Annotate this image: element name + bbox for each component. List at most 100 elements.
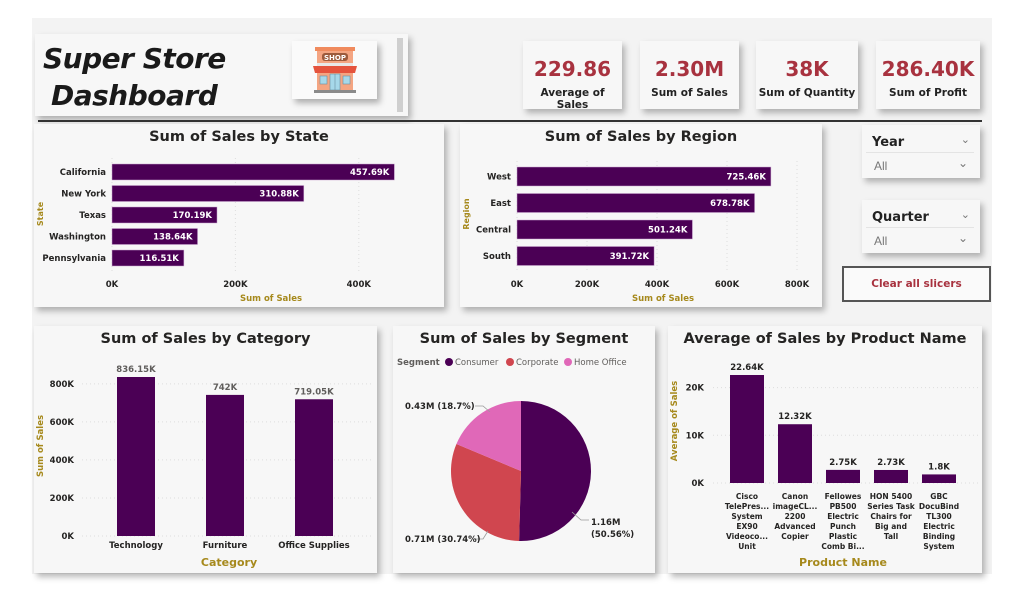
kpi-label: Sum of Sales <box>651 87 728 99</box>
chevron-down-icon[interactable]: ⌄ <box>960 209 970 221</box>
kpi-average-sales: 229.86 Average of Sales <box>523 41 622 111</box>
category-label: Videoco... <box>726 532 768 541</box>
bar <box>730 375 764 483</box>
legend-title: Segment <box>397 358 440 368</box>
y-tick-label: 600K <box>50 418 75 428</box>
category-label: Unit <box>738 542 756 551</box>
category-label: Electric <box>923 522 955 531</box>
legend-label: Corporate <box>516 358 559 368</box>
category-bar-chart: 0K 200K 400K 600K 800K 836.15K Technology 742K F… <box>36 365 374 569</box>
category-label: Technology <box>109 541 163 551</box>
category-label: TelePres... <box>725 502 769 511</box>
slicer-title: Quarter <box>872 210 929 225</box>
title-scrollbar[interactable] <box>397 38 403 112</box>
chart-title: Sum of Sales by State <box>149 129 329 145</box>
category-label: South <box>483 252 511 262</box>
legend-marker <box>506 358 514 366</box>
data-label: 678.78K <box>710 199 750 209</box>
data-label: 725.46K <box>727 173 767 183</box>
category-label: East <box>490 199 511 209</box>
bar <box>206 394 244 536</box>
chart-title: Average of Sales by Product Name <box>683 331 967 347</box>
x-axis-title: Sum of Sales <box>240 294 302 304</box>
bar <box>516 246 655 266</box>
category-label: DocuBind <box>919 502 959 511</box>
chevron-down-icon[interactable]: ⌄ <box>960 134 970 146</box>
data-label: 12.32K <box>778 412 812 422</box>
chart-title: Sum of Sales by Region <box>544 129 738 145</box>
y-axis-title: Region <box>462 198 471 230</box>
category-label: Washington <box>49 233 106 243</box>
slicer-value: All <box>874 159 888 173</box>
y-tick-label: 200K <box>50 494 75 504</box>
category-label: West <box>487 173 511 183</box>
kpi-label: Sum of Profit <box>889 87 967 99</box>
x-axis-title: Product Name <box>799 556 887 569</box>
slicer-year[interactable]: Year ⌄ All ⌄ <box>862 125 980 178</box>
kpi-value: 38K <box>785 57 829 81</box>
data-label: 836.15K <box>116 365 156 375</box>
category-label: System <box>731 512 762 521</box>
bar <box>778 424 812 483</box>
category-label: Plastic <box>829 532 857 541</box>
category-label: TL300 <box>926 512 952 521</box>
x-axis-title: Sum of Sales <box>632 294 694 304</box>
clear-all-slicers-button[interactable]: Clear all slicers <box>842 266 991 302</box>
category-label: California <box>60 168 106 178</box>
x-tick-label: 0K <box>106 280 119 290</box>
legend-label: Home Office <box>574 358 627 368</box>
title-line-1: Super Store <box>43 42 226 75</box>
pie-slice <box>451 443 521 541</box>
kpi-label: Sum of Quantity <box>758 87 856 99</box>
title-line-2: Dashboard <box>51 79 218 112</box>
category-label: Office Supplies <box>278 541 349 551</box>
leader-line <box>475 405 491 413</box>
category-label: Big and <box>875 522 907 531</box>
category-label: Pennsylvania <box>42 254 106 264</box>
data-label: 2.73K <box>877 458 905 468</box>
category-label: Texas <box>79 211 106 221</box>
category-label: Punch <box>830 522 856 531</box>
bar <box>826 469 860 483</box>
category-label: Comb Bi... <box>821 542 864 551</box>
category-label: Chairs for <box>870 512 912 521</box>
product-bar-chart: 0K10K20K22.64KCiscoTelePres...SystemEX90… <box>670 363 978 569</box>
data-label: 742K <box>213 383 238 393</box>
data-label: 0.71M (30.74%) <box>405 535 481 545</box>
chevron-down-icon[interactable]: ⌄ <box>957 231 968 245</box>
bar <box>516 193 755 213</box>
category-label: New York <box>61 190 106 200</box>
category-label: Tall <box>884 532 898 541</box>
y-tick-label: 0K <box>691 479 704 489</box>
segment-pie-chart: Segment Consumer Corporate Home Office 1.16M… <box>397 358 634 545</box>
x-tick-label: 0K <box>511 280 524 290</box>
chart-sales-by-category: Sum of Sales by Category 0K 200K 400K 600K 8… <box>34 326 377 573</box>
category-label: Series Task <box>867 502 916 511</box>
category-label: Canon <box>782 492 808 501</box>
pie-slice <box>519 401 591 541</box>
kpi-value: 229.86 <box>533 57 612 81</box>
data-label: 2.75K <box>829 458 857 468</box>
legend-label: Consumer <box>455 358 499 368</box>
slicer-quarter[interactable]: Quarter ⌄ All ⌄ <box>862 200 980 253</box>
bar <box>111 206 218 224</box>
dashboard-title: Super Store Dashboard <box>43 40 226 114</box>
x-tick-label: 400K <box>645 280 670 290</box>
chart-sales-by-state: Sum of Sales by State 0K 200K 400K Californ… <box>34 124 444 307</box>
chevron-down-icon[interactable]: ⌄ <box>957 156 968 170</box>
legend-marker <box>445 358 453 366</box>
data-label: (50.56%) <box>591 530 634 540</box>
state-bar-chart: 0K 200K 400K California 457.69K New York 310.8… <box>36 158 395 304</box>
category-label: System <box>923 542 954 551</box>
chart-avg-sales-by-product: Average of Sales by Product Name 0K 10K 20… <box>668 326 982 573</box>
category-label: Cisco <box>736 492 758 501</box>
quarter-dropdown[interactable]: All ⌄ <box>866 227 974 253</box>
kpi-sum-sales: 2.30M Sum of Sales <box>640 41 739 109</box>
slicer-value: All <box>874 234 888 248</box>
leader-line <box>475 530 489 540</box>
year-dropdown[interactable]: All ⌄ <box>866 152 974 178</box>
bar <box>874 469 908 483</box>
kpi-value: 2.30M <box>654 57 725 81</box>
bar <box>516 219 693 240</box>
bar <box>117 377 155 536</box>
